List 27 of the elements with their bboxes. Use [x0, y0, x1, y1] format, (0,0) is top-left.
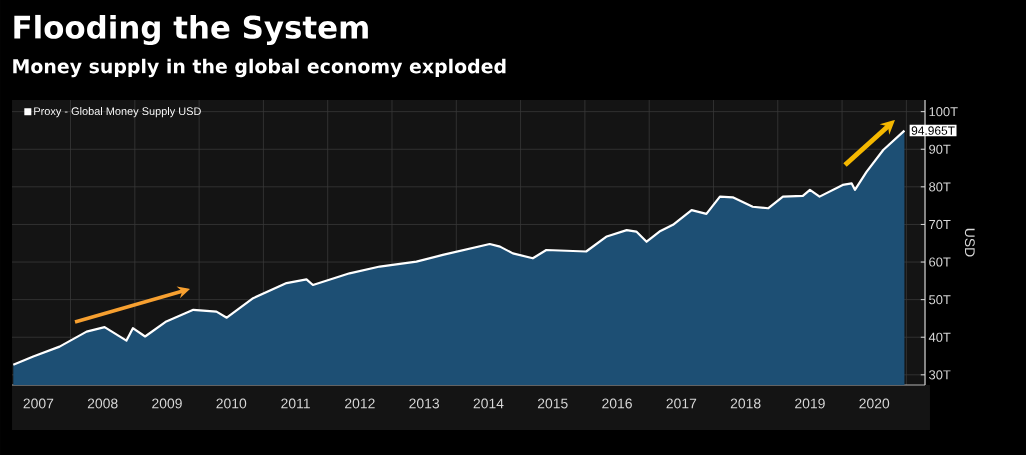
x-tick-label: 2017: [666, 398, 697, 409]
y-tick-label: 100T: [929, 107, 958, 117]
x-tick-label: 2020: [859, 398, 890, 409]
chart-title: Flooding the System: [14, 14, 368, 46]
y-tick-label: 80T: [929, 182, 951, 192]
x-tick-label: 2013: [409, 398, 440, 409]
x-tick-label: 2012: [345, 398, 375, 409]
x-tick-label: 2011: [281, 398, 310, 409]
y-tick-label: 40T: [928, 332, 951, 342]
y-tick-label: 30T: [929, 370, 951, 380]
y-tick-label: 60T: [929, 257, 951, 267]
y-tick-label: 50T: [929, 295, 951, 305]
x-tick-label: 2010: [216, 398, 247, 409]
legend-label: Proxy - Global Money Supply USD: [34, 107, 201, 118]
x-tick-label: 2016: [602, 398, 632, 409]
x-tick-label: 2014: [473, 398, 504, 409]
y-tick-label: 70T: [929, 219, 951, 230]
x-tick-label: 2019: [795, 398, 825, 409]
x-tick-label: 2008: [87, 398, 118, 409]
chart-subtitle: Money supply in the global economy exploded: [13, 58, 506, 78]
x-tick-label: 2018: [730, 398, 761, 409]
data-label: 94.965T: [911, 126, 955, 135]
x-tick-label: 2009: [152, 398, 182, 409]
y-axis-title: USD: [964, 228, 975, 257]
y-tick-label: 90T: [929, 144, 951, 154]
x-tick-label: 2007: [23, 398, 54, 409]
x-tick-label: 2015: [537, 398, 568, 409]
